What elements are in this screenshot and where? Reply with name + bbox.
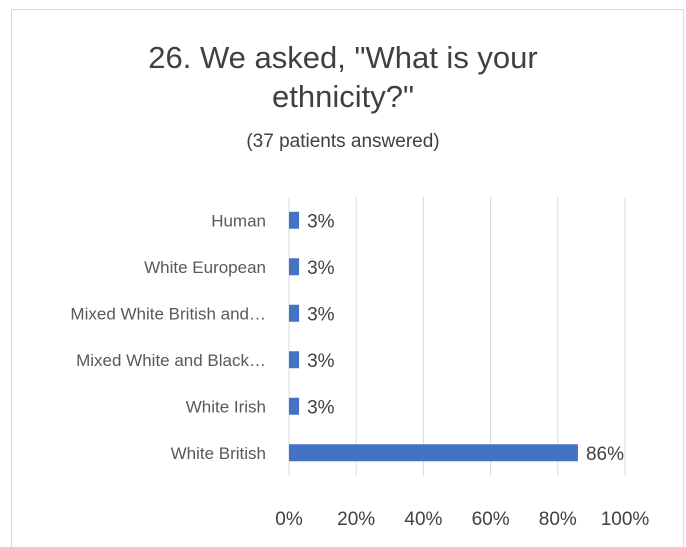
bar <box>289 397 300 415</box>
chart-title: 26. We asked, "What is your ethnicity?" <box>148 40 538 114</box>
x-tick-label: 40% <box>404 509 442 530</box>
category-label: Mixed White and Black… <box>76 351 266 370</box>
data-label: 3% <box>307 351 335 372</box>
x-tick-label: 0% <box>275 509 303 530</box>
category-label: Mixed White British and… <box>70 304 266 323</box>
data-label: 3% <box>307 397 335 418</box>
x-tick-label: 60% <box>472 509 510 530</box>
category-label: White European <box>144 258 266 277</box>
data-label: 3% <box>307 304 335 325</box>
bar <box>289 444 578 462</box>
x-tick-label: 20% <box>337 509 375 530</box>
data-label: 86% <box>586 444 624 465</box>
bar <box>289 304 300 322</box>
category-label: Human <box>211 211 266 230</box>
chart-subtitle: (37 patients answered) <box>246 131 440 152</box>
bar <box>289 351 300 369</box>
x-tick-label: 80% <box>539 509 577 530</box>
category-label: White British <box>171 444 266 463</box>
bar <box>289 258 300 276</box>
category-label: White Irish <box>186 397 266 416</box>
x-tick-label: 100% <box>601 509 650 530</box>
bar <box>289 211 300 229</box>
data-label: 3% <box>307 211 335 232</box>
data-label: 3% <box>307 258 335 279</box>
